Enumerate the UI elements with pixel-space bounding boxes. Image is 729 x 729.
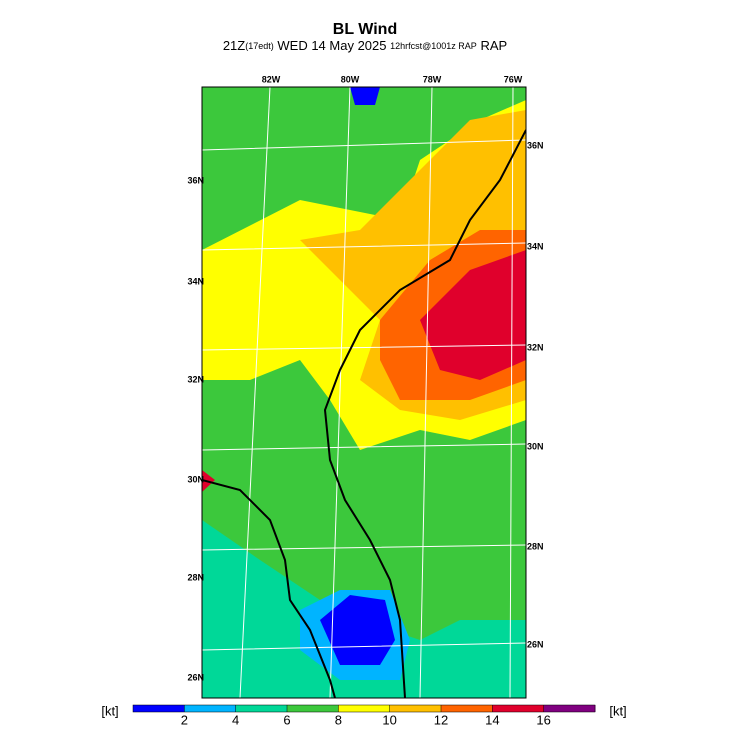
lon-label: 76W (504, 74, 523, 84)
lon-label: 78W (423, 74, 442, 84)
colorbar-frame (132, 704, 596, 713)
subtitle: 21Z(17edt) WED 14 May 2025 12hrfcst@1001… (223, 38, 507, 53)
labels: 82W 80W 78W 76W 36N 34N 32N 30N 28N 26N 36N 34N 32N 3… (187, 74, 543, 682)
lat-label: 26N (527, 639, 544, 649)
date: WED 14 May 2025 (277, 38, 386, 53)
colorbar-segment (389, 705, 442, 712)
colorbar-unit: [kt] (101, 703, 118, 718)
colorbar-segment (338, 705, 391, 712)
colorbar-tick-label: 16 (536, 712, 550, 727)
lat-label: 34N (527, 241, 544, 251)
lat-label: 28N (527, 541, 544, 551)
title: BL Wind (333, 21, 397, 38)
lat-label: 36N (527, 140, 544, 150)
lat-label: 36N (187, 175, 204, 185)
colorbar-tick-label: 12 (434, 712, 448, 727)
map (201, 86, 527, 699)
lat-label: 30N (187, 474, 204, 484)
colorbar-segment (543, 705, 596, 712)
colorbar-segment (133, 705, 185, 712)
local-time: (17edt) (245, 41, 274, 51)
colorbar-tick-label: 4 (232, 712, 239, 727)
model: RAP (480, 38, 507, 53)
field (420, 250, 526, 380)
lat-label: 34N (187, 276, 204, 286)
lat-label: 26N (187, 672, 204, 682)
run: 12hrfcst@1001z RAP (390, 41, 477, 51)
coastline (202, 129, 526, 698)
lat-label: 32N (527, 342, 544, 352)
lat-label: 28N (187, 572, 204, 582)
map-frame (201, 86, 527, 699)
colorbar-segment (287, 705, 339, 712)
colorbar-tick-label: 2 (181, 712, 188, 727)
graticule (202, 87, 526, 698)
field (202, 520, 526, 698)
valid-time: 21Z (223, 38, 245, 53)
colorbar: 2 4 6 8 10 12 14 16 [kt] [kt] (101, 703, 626, 727)
lon-label: 80W (341, 74, 360, 84)
colorbar-tick-label: 8 (335, 712, 342, 727)
colorbar-tick-label: 10 (382, 712, 396, 727)
colorbar-segment (235, 705, 288, 712)
colorbar-tick-label: 14 (485, 712, 499, 727)
colorbar-segment (184, 705, 237, 712)
field (350, 87, 380, 105)
lat-label: 32N (187, 374, 204, 384)
colorbar-segment (441, 705, 493, 712)
colorbar-unit: [kt] (609, 703, 626, 718)
lon-label: 82W (262, 74, 281, 84)
lat-label: 30N (527, 441, 544, 451)
colorbar-tick-label: 6 (283, 712, 290, 727)
colorbar-segment (492, 705, 545, 712)
